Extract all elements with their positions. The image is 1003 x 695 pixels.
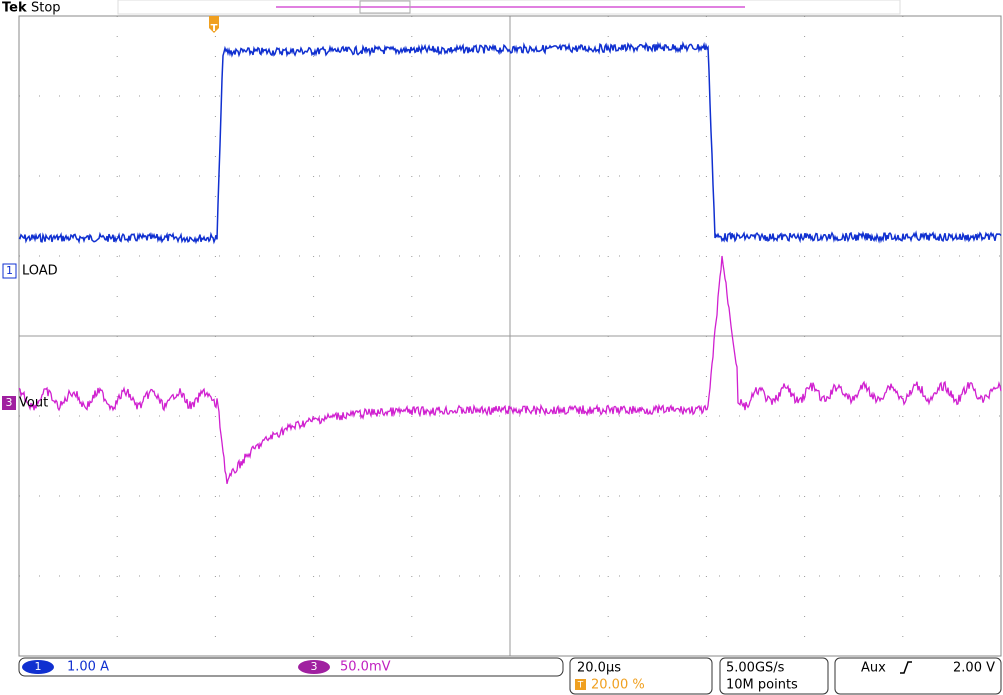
ch3-trace: [18, 255, 1002, 484]
graticule-border: [18, 15, 1002, 657]
sample-rate: 5.00GS/s: [726, 661, 785, 676]
trigger-position-icon: [575, 679, 586, 690]
ch1-scale: 1.00 A: [67, 660, 109, 675]
trigger-position: 20.00 %: [591, 678, 645, 693]
ch3-marker: [2, 396, 16, 410]
brand: Tek: [2, 1, 27, 16]
ch1-trace: [18, 40, 1002, 245]
ch3-scale: 50.0mV: [340, 660, 391, 675]
trigger-box: [834, 657, 1002, 695]
ch1-number: 1: [35, 660, 42, 673]
ch1-marker-number: 1: [6, 264, 13, 277]
record-window: [359, 0, 411, 14]
run-status: Stop: [31, 1, 61, 16]
trigger-marker-label: T: [211, 23, 218, 34]
ch3-label: Vout: [19, 396, 48, 411]
ch3-number: 3: [311, 660, 318, 673]
trigger-level: 2.00 V: [953, 661, 995, 676]
channel-readout: [18, 657, 564, 677]
trigger-marker: [209, 16, 219, 33]
acquisition-box: [719, 657, 829, 695]
trigger-source: Aux: [861, 661, 886, 676]
ch1-badge: [22, 660, 54, 674]
ch1-marker: [2, 263, 17, 279]
trigger-slope-icon: [900, 661, 912, 674]
ch1-label: LOAD: [22, 264, 58, 279]
timebase: 20.0µs: [577, 661, 621, 676]
timebase-box: [569, 657, 713, 695]
ch3-marker-number: 3: [6, 396, 13, 409]
ch3-badge: [298, 660, 330, 674]
record-length: 10M points: [726, 678, 798, 693]
graticule: [19, 16, 1001, 656]
trigger-position-icon-label: T: [577, 681, 584, 691]
